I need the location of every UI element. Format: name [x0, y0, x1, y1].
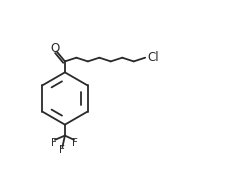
Text: Cl: Cl — [148, 51, 159, 64]
Text: O: O — [50, 42, 59, 55]
Text: F: F — [59, 145, 65, 155]
Text: F: F — [73, 138, 78, 148]
Text: F: F — [51, 138, 57, 148]
